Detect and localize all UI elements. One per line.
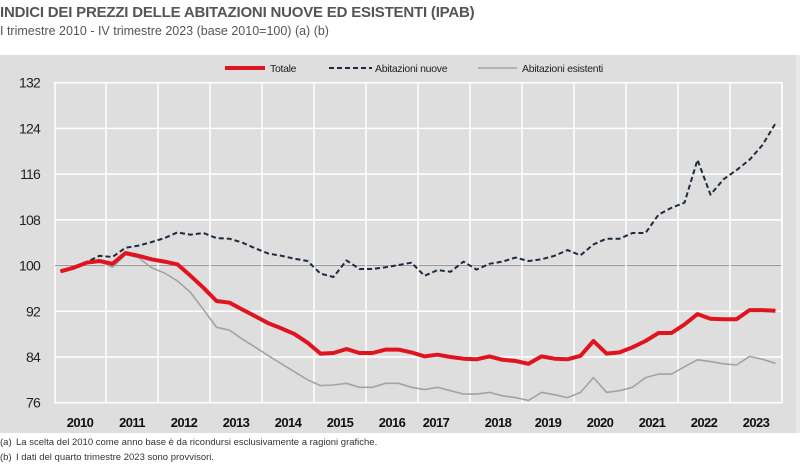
x-tick-label: 2011	[119, 415, 145, 430]
y-tick-label: 76	[26, 395, 41, 411]
footnote-a-tag: (a)	[0, 437, 12, 448]
y-tick-label: 92	[26, 303, 41, 319]
y-tick-label: 132	[19, 75, 41, 91]
x-tick-label: 2015	[327, 415, 354, 430]
x-tick-label: 2018	[485, 415, 512, 430]
footnote-b-text: I dati del quarto trimestre 2023 sono pr…	[16, 452, 215, 463]
x-tick-label: 2013	[223, 415, 250, 430]
y-tick-label: 100	[19, 258, 41, 274]
legend-label-totale: Totale	[270, 63, 297, 75]
legend-label-nuove: Abitazioni nuove	[375, 63, 448, 75]
chart-subtitle: I trimestre 2010 - IV trimestre 2023 (ba…	[0, 24, 329, 38]
y-tick-label: 108	[19, 212, 41, 228]
legend-item-nuove: Abitazioni nuove	[329, 63, 448, 75]
x-tick-label: 2012	[171, 415, 198, 430]
x-tick-label: 2023	[743, 415, 770, 430]
series-line-totale	[59, 251, 776, 366]
legend: Totale Abitazioni nuove Abitazioni esisten…	[225, 63, 603, 75]
series-line-esistenti	[60, 253, 776, 402]
footnote-b-tag: (b)	[0, 452, 12, 463]
x-axis: 2010 2011 2012 2013 2014 2015 2016 2017 2018 2019…	[67, 415, 770, 430]
y-tick-label: 124	[19, 120, 41, 136]
x-tick-label: 2014	[275, 415, 303, 430]
x-tick-label: 2010	[67, 415, 94, 430]
x-tick-label: 2021	[639, 415, 666, 430]
chart-panel	[0, 55, 796, 433]
y-tick-label: 84	[26, 349, 41, 365]
x-tick-label: 2019	[535, 415, 562, 430]
footnote-a-text: La scelta del 2010 come anno base è da r…	[16, 437, 378, 448]
chart-title: INDICI DEI PREZZI DELLE ABITAZIONI NUOVE…	[0, 4, 475, 21]
series-line-nuove	[60, 122, 777, 278]
footnote-b: (b) I dati del quarto trimestre 2023 sono…	[0, 452, 214, 463]
footnote-a: (a) La scelta del 2010 come anno base è d…	[0, 437, 377, 448]
chart-panel-edge	[796, 55, 800, 433]
legend-item-totale: Totale	[225, 63, 297, 75]
y-tick-label: 116	[20, 166, 41, 182]
x-tick-label: 2016	[379, 415, 406, 430]
x-tick-label: 2017	[423, 415, 450, 430]
x-tick-label: 2022	[691, 415, 718, 430]
x-tick-label: 2020	[587, 415, 614, 430]
y-axis: 76 84 92 100 108 116 124 132	[19, 75, 42, 411]
series-lines	[59, 122, 777, 402]
legend-label-esistenti: Abitazioni esistenti	[522, 63, 603, 75]
legend-item-esistenti: Abitazioni esistenti	[478, 63, 603, 75]
